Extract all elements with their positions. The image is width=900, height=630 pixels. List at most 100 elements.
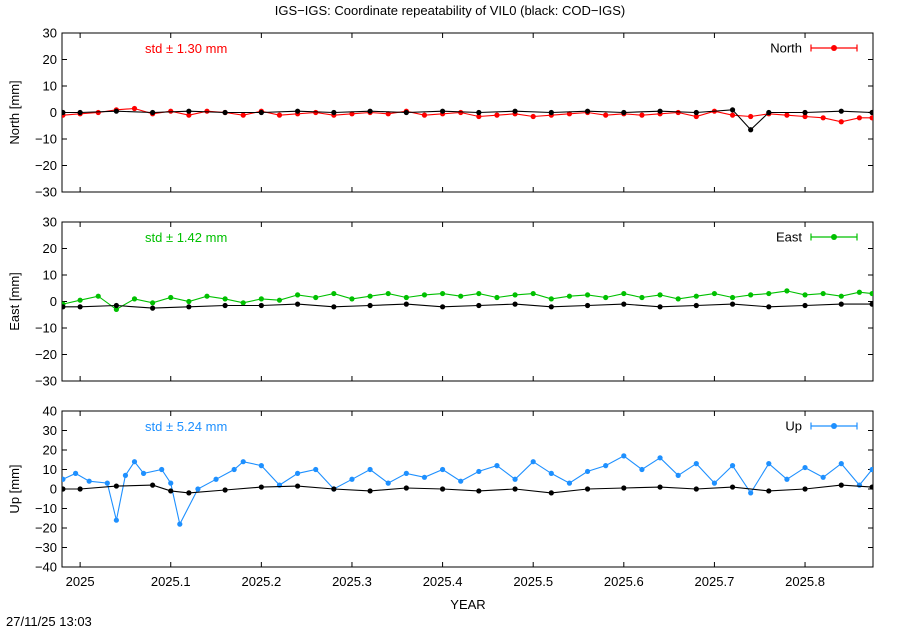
up-data-point [294,483,301,489]
up-data-point [62,486,66,492]
up-data-point [122,472,129,478]
up-data-point [476,488,482,494]
east-data-point [657,304,663,310]
north-data-point [869,109,873,116]
north-y-tick-label: 20 [43,52,57,67]
north-data-point [748,127,754,133]
north-y-tick-label: −10 [35,132,57,147]
east-data-point [240,300,246,306]
north-data-point [476,109,482,116]
up-data-point [458,478,464,484]
north-data-point [403,109,409,116]
x-tick-label: 2025.2 [241,574,281,589]
east-data-point [729,294,736,301]
east-data-point [95,293,101,299]
up-data-point [838,461,844,467]
east-data-point [150,300,156,306]
up-legend-label: Up [785,419,802,434]
north-data-point [729,107,736,113]
up-y-tick-label: −20 [35,521,57,536]
east-data-point [693,293,699,299]
up-data-point [349,476,355,482]
up-data-point [621,485,627,491]
up-data-point [766,461,772,467]
up-data-point [77,486,83,492]
north-data-point [802,113,808,120]
up-data-point [104,480,110,486]
up-data-point [439,466,446,473]
east-plot-frame [61,221,874,382]
east-data-point [385,290,391,297]
north-data-point [276,112,283,118]
east-y-tick-label: −30 [35,374,57,389]
up-data-point [476,468,482,475]
up-data-point [820,474,826,480]
up-data-point [131,459,138,465]
up-data-point [603,463,609,469]
up-data-point [140,470,147,476]
east-data-point [186,304,192,310]
north-data-point [367,108,373,114]
up-data-point [177,521,183,527]
up-data-point [113,517,119,523]
north-y-tick-label: −30 [35,185,57,200]
up-data-point [195,486,201,492]
up-data-point [512,476,518,482]
north-data-point [566,111,573,117]
up-y-tick-label: 0 [50,482,57,497]
up-panel: −40 −30 −20 −10 0 10 20 30 40 2025 2025.1 2025.2 202… [7,404,874,589]
up-data-point [693,486,699,492]
up-data-point [168,488,174,494]
north-data-point [421,112,428,118]
x-tick-label: 2025.8 [785,574,825,589]
east-y-tick-label: 30 [43,215,57,230]
north-y-axis-label: North [mm] [7,80,22,144]
north-data-point [820,115,826,121]
up-legend-marker [831,423,837,429]
up-data-point [294,470,301,476]
east-data-point [657,292,663,298]
up-data-point [657,455,663,461]
east-data-point [838,301,844,307]
east-data-point [748,292,754,298]
east-data-point [113,306,119,313]
up-data-point [869,466,873,473]
up-series-group [62,453,873,527]
up-data-point [439,486,446,492]
east-data-point [476,290,482,297]
up-data-point [548,470,554,476]
east-data-point [784,288,790,294]
north-data-point [186,112,192,118]
east-panel: −30 −20 −10 0 10 20 30 East [mm] std ± 1.42 mm Ea… [7,215,874,389]
east-data-point [584,302,591,309]
up-data-point [784,476,790,482]
north-data-point [621,109,627,116]
east-legend-label: East [776,230,802,245]
east-y-tick-label: 0 [50,294,57,309]
east-data-point [403,294,409,301]
north-data-point [439,108,446,114]
up-data-point [403,485,409,491]
up-data-point [385,480,391,486]
east-std-label: std ± 1.42 mm [145,230,227,245]
north-data-point [869,115,873,121]
up-data-point [150,482,156,488]
up-data-point [62,476,66,482]
north-data-point [294,108,301,114]
up-data-point [584,486,591,492]
east-data-point [331,304,337,310]
north-data-point [784,112,790,118]
up-data-point [159,466,165,473]
east-data-point [639,294,645,301]
up-data-point [548,490,554,496]
east-data-point [766,304,772,310]
east-data-point [856,289,863,295]
figure-title: IGS−IGS: Coordinate repeatability of VIL… [275,3,625,18]
x-tick-label: 2025 [66,574,95,589]
north-data-point [113,108,119,114]
up-data-point [711,480,718,486]
east-data-point [439,290,446,297]
north-data-point [584,108,591,114]
east-data-point [294,301,301,307]
north-series-group [62,105,873,133]
